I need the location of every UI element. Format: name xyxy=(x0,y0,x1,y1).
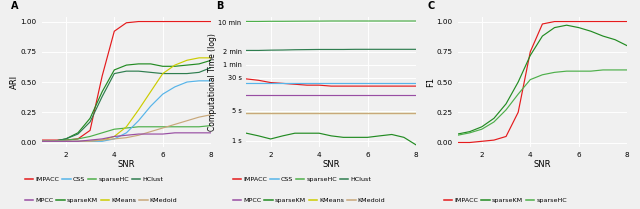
X-axis label: SNR: SNR xyxy=(323,160,340,169)
Y-axis label: F1: F1 xyxy=(426,77,435,87)
Y-axis label: ARI: ARI xyxy=(10,75,19,89)
Legend: IMPACC, CSS, sparseHC, HClust: IMPACC, CSS, sparseHC, HClust xyxy=(230,174,374,185)
Legend: MPCC, sparseKM, KMeans, KMedoid: MPCC, sparseKM, KMeans, KMedoid xyxy=(22,195,180,206)
Legend: IMPACC, CSS, sparseHC, HClust: IMPACC, CSS, sparseHC, HClust xyxy=(22,174,166,185)
Y-axis label: Computational Time (log): Computational Time (log) xyxy=(208,33,217,131)
Legend: IMPACC, sparseKM, sparseHC: IMPACC, sparseKM, sparseHC xyxy=(442,195,570,206)
Text: B: B xyxy=(216,1,223,11)
X-axis label: SNR: SNR xyxy=(534,160,551,169)
Text: C: C xyxy=(427,1,435,11)
X-axis label: SNR: SNR xyxy=(118,160,135,169)
Text: A: A xyxy=(11,1,19,11)
Legend: MPCC, sparseKM, KMeans, KMedoid: MPCC, sparseKM, KMeans, KMedoid xyxy=(230,195,388,206)
